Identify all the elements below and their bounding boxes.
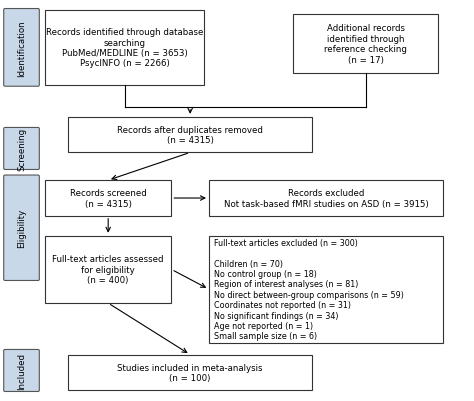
FancyBboxPatch shape	[45, 11, 204, 86]
Text: Records identified through database
searching
PubMed/MEDLINE (n = 3653)
PsycINFO: Records identified through database sear…	[46, 28, 203, 68]
FancyBboxPatch shape	[68, 355, 312, 390]
Text: Screening: Screening	[17, 128, 26, 170]
FancyBboxPatch shape	[45, 236, 172, 303]
Text: Eligibility: Eligibility	[17, 209, 26, 248]
Text: Records screened
(n = 4315): Records screened (n = 4315)	[70, 189, 146, 208]
FancyBboxPatch shape	[4, 128, 39, 170]
FancyBboxPatch shape	[45, 181, 172, 216]
Text: Full-text articles assessed
for eligibility
(n = 400): Full-text articles assessed for eligibil…	[53, 255, 164, 285]
Text: Additional records
identified through
reference checking
(n = 17): Additional records identified through re…	[324, 24, 407, 64]
Text: Identification: Identification	[17, 20, 26, 77]
Text: Studies included in meta-analysis
(n = 100): Studies included in meta-analysis (n = 1…	[118, 363, 263, 382]
FancyBboxPatch shape	[4, 350, 39, 391]
Text: Full-text articles excluded (n = 300)

Children (n = 70)
No control group (n = 1: Full-text articles excluded (n = 300) Ch…	[214, 238, 403, 341]
FancyBboxPatch shape	[68, 117, 312, 153]
Text: Included: Included	[17, 352, 26, 389]
FancyBboxPatch shape	[209, 236, 443, 343]
FancyBboxPatch shape	[4, 10, 39, 87]
FancyBboxPatch shape	[293, 14, 438, 74]
Text: Records after duplicates removed
(n = 4315): Records after duplicates removed (n = 43…	[117, 126, 263, 145]
FancyBboxPatch shape	[4, 176, 39, 281]
FancyBboxPatch shape	[209, 181, 443, 216]
Text: Records excluded
Not task-based fMRI studies on ASD (n = 3915): Records excluded Not task-based fMRI stu…	[224, 189, 428, 208]
